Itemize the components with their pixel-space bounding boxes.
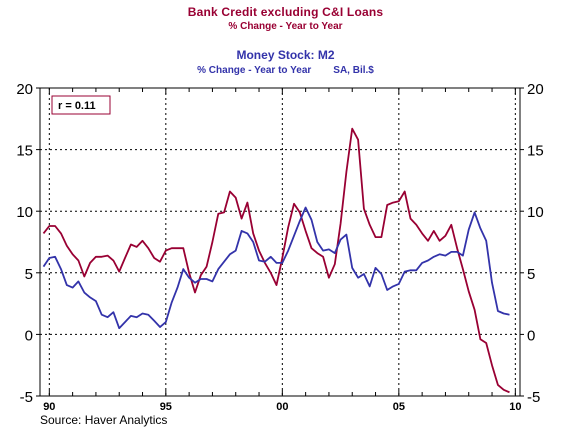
x-tick-label: 10 [509, 401, 521, 413]
grid-lines [40, 88, 520, 396]
x-tick-label: 00 [276, 401, 288, 413]
money-stock-subtitle-left: % Change - Year to Year [197, 65, 312, 76]
y-tick-label-right: -5 [527, 389, 540, 406]
y-tick-label-left: 15 [16, 143, 33, 160]
chart-title: Bank Credit excluding C&I Loans [187, 5, 384, 19]
chart-subtitle-bank-credit: % Change - Year to Year [228, 21, 343, 32]
x-tick-label: 95 [160, 401, 172, 413]
y-tick-label-left: 0 [25, 327, 33, 344]
axis-ticks [36, 87, 524, 397]
series-line-money-stock [42, 206, 510, 330]
plot-frame [39, 87, 521, 397]
y-tick-label-left: 10 [16, 204, 33, 221]
x-tick-label: 90 [43, 401, 55, 413]
correlation-annotation: r = 0.11 [51, 95, 111, 115]
chart-subtitle-money-stock: % Change - Year to Year SA, Bil.$ [0, 65, 571, 76]
y-tick-label-right: 15 [527, 143, 544, 160]
y-tick-label-right: 20 [527, 81, 544, 98]
annotation-box [51, 95, 111, 115]
series-lines [42, 127, 510, 394]
money-stock-subtitle-right: SA, Bil.$ [333, 65, 374, 76]
source-note: Source: Haver Analytics [40, 413, 168, 427]
chart-title-money-stock: Money Stock: M2 [236, 48, 335, 62]
y-tick-label-left: 20 [16, 81, 33, 98]
series-line-bank-credit [42, 127, 510, 394]
y-tick-label-left: 5 [25, 266, 33, 283]
y-tick-label-right: 0 [527, 327, 535, 344]
y-tick-label-right: 10 [527, 204, 544, 221]
x-tick-label: 05 [393, 401, 405, 413]
annotation-text: r = 0.11 [58, 100, 96, 112]
y-tick-label-right: 5 [527, 266, 535, 283]
y-tick-label-left: -5 [20, 389, 33, 406]
